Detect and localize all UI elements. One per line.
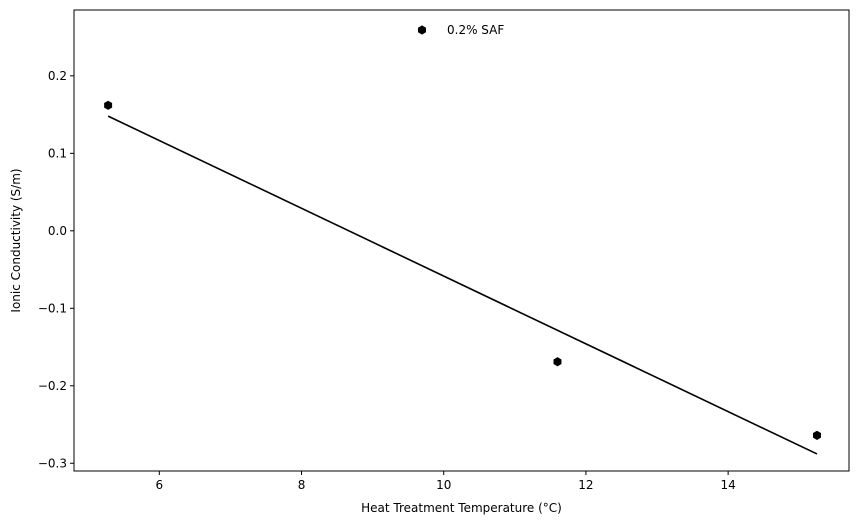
y-tick-label: 0.1 [48, 146, 67, 160]
legend-marker [418, 25, 426, 35]
x-tick-label: 8 [298, 478, 306, 492]
data-point [553, 357, 562, 367]
y-axis-label: Ionic Conductivity (S/m) [9, 168, 23, 312]
data-points [104, 100, 821, 440]
legend: 0.2% SAF [418, 23, 504, 37]
legend-label: 0.2% SAF [447, 23, 504, 37]
fit-line [107, 115, 818, 455]
x-tick-label: 14 [720, 478, 735, 492]
x-tick-label: 12 [578, 478, 593, 492]
data-point [813, 430, 821, 440]
x-tick-label: 6 [156, 478, 164, 492]
y-tick-label: −0.1 [38, 301, 67, 315]
data-point [104, 100, 113, 110]
x-axis: 6 8 10 12 14 [156, 471, 736, 492]
y-tick-label: 0.2 [48, 69, 67, 83]
y-axis: −0.3 −0.2 −0.1 0.0 0.1 0.2 [38, 69, 74, 470]
x-axis-label: Heat Treatment Temperature (°C) [361, 501, 562, 515]
y-tick-label: −0.2 [38, 379, 67, 393]
y-tick-label: 0.0 [48, 224, 67, 238]
x-tick-label: 10 [436, 478, 451, 492]
plot-area [73, 9, 850, 472]
fit-line-group [107, 115, 818, 455]
y-tick-label: −0.3 [38, 456, 67, 470]
